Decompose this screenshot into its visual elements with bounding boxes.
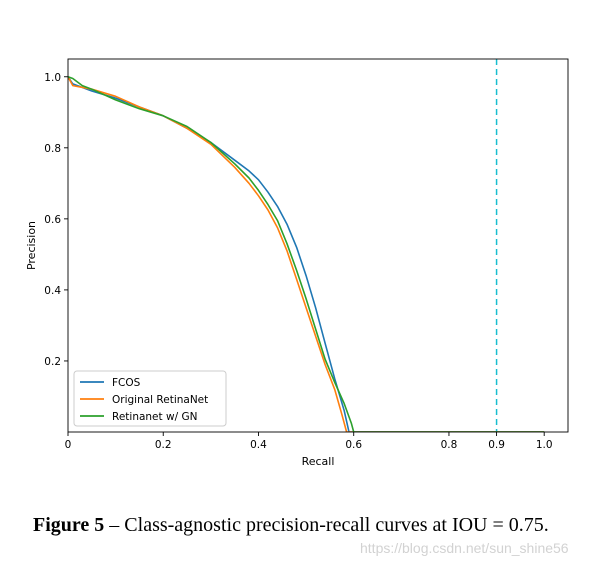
- series-line-2: [68, 76, 545, 432]
- y-tick-label: 0.4: [44, 285, 61, 297]
- legend-label-0: FCOS: [112, 377, 141, 389]
- pr-curve-chart: 0 0.2 0.4 0.6 0.8 0.9 1.0 0.2 0.4 0.6 0.8 1.0 Recall…: [25, 58, 569, 468]
- x-tick-label: 0.8: [441, 439, 458, 451]
- x-tick-label: 0: [65, 439, 72, 451]
- y-axis-label: Precision: [25, 221, 38, 270]
- y-tick-label: 0.6: [44, 214, 61, 226]
- x-tick-label: 1.0: [536, 439, 553, 451]
- figure-caption-label: Figure 5: [33, 514, 105, 536]
- legend-box: [73, 370, 227, 427]
- watermark: https://blog.csdn.net/sun_shine56: [360, 540, 569, 556]
- y-tick-label: 0.8: [44, 143, 61, 155]
- series-line-0: [68, 76, 545, 432]
- series-line-1: [68, 76, 545, 432]
- x-tick-label: 0.2: [155, 439, 172, 451]
- x-tick-label: 0.6: [345, 439, 362, 451]
- x-tick-label: 0.9: [488, 439, 505, 451]
- plot-frame: [67, 58, 569, 433]
- legend-label-2: Retinanet w/ GN: [112, 411, 197, 423]
- series-group: [68, 76, 545, 432]
- legend-label-1: Original RetinaNet: [112, 394, 208, 406]
- x-axis-label: Recall: [302, 455, 335, 468]
- figure-caption: Figure 5 – Class-agnostic precision-reca…: [33, 512, 563, 539]
- y-tick-label: 1.0: [44, 72, 61, 84]
- figure-caption-text: – Class-agnostic precision-recall curves…: [104, 514, 549, 536]
- x-tick-label: 0.4: [250, 439, 267, 451]
- pr-curve-figure: 0 0.2 0.4 0.6 0.8 0.9 1.0 0.2 0.4 0.6 0.8 1.0 Recall…: [25, 58, 569, 468]
- y-tick-label: 0.2: [44, 356, 61, 368]
